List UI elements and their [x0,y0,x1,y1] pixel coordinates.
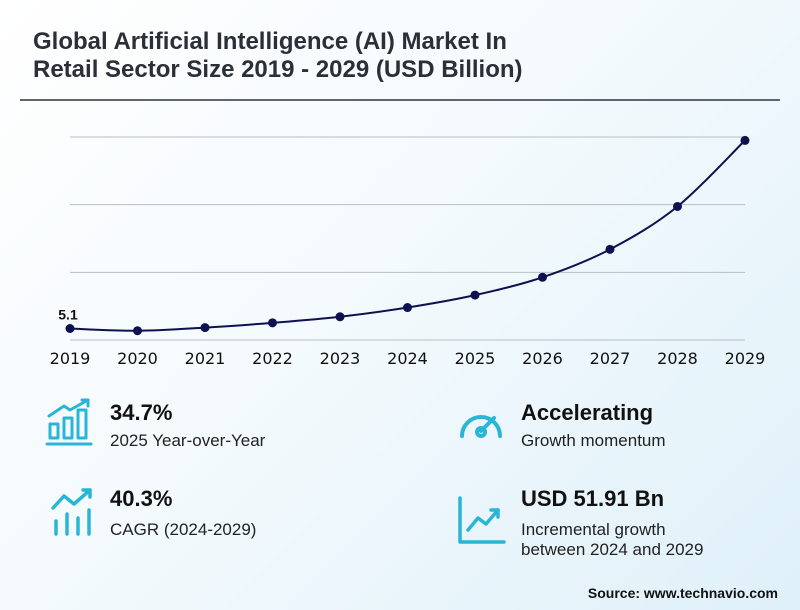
stat-yoy-value: 34.7% [110,400,173,425]
x-tick-label: 2019 [50,349,91,368]
source-credit: Source: www.technavio.com [587,585,778,601]
data-point-2019 [65,323,75,333]
gauge-icon [460,415,502,438]
line-chart-icon [458,496,506,544]
data-point-2021 [200,323,210,333]
trend-bars-icon [51,488,92,536]
x-tick-label: 2025 [455,349,496,368]
chart-title: Global Artificial Intelligence (AI) Mark… [33,28,753,84]
x-tick-label: 2024 [387,349,428,368]
x-tick-label: 2026 [522,349,563,368]
data-point-2023 [335,312,345,322]
stat-cagr-value: 40.3% [110,486,173,511]
title-line-2: Retail Sector Size 2019 - 2029 (USD Bill… [33,56,523,83]
data-point-2024 [403,303,412,313]
title-line-1: Global Artificial Intelligence (AI) Mark… [33,28,507,55]
bar-growth-icon [45,398,93,446]
stat-incremental-desc: Incremental growth between 2024 and 2029 [521,520,703,560]
x-tick-label: 2028 [657,349,698,368]
data-point-2026 [538,272,547,282]
line-chart: 2019 2020 2021 2022 2023 2024 2025 2026 2027 2028… [50,135,766,368]
series-line [69,139,746,332]
data-label: 5.1 [58,306,78,322]
data-point-2022 [268,318,277,328]
stat-incremental-desc-line-2: between 2024 and 2029 [521,540,704,559]
x-tick-label: 2020 [117,349,158,368]
x-tick-label: 2027 [590,349,631,368]
grid-lines [70,136,745,341]
x-tick-label: 2022 [252,349,293,368]
title-divider [20,99,780,101]
stat-momentum-desc: Growth momentum [521,431,666,450]
stat-momentum-value: Accelerating [521,400,654,425]
data-points [65,135,750,336]
data-labels: 5.1 [58,306,78,322]
stat-yoy-desc: 2025 Year-over-Year [110,431,266,450]
x-tick-label: 2021 [185,349,226,368]
x-tick-labels: 2019 2020 2021 2022 2023 2024 2025 2026 2027 2028… [50,349,766,368]
data-point-2028 [673,201,682,211]
data-point-2020 [133,326,142,336]
stat-cagr-desc: CAGR (2024-2029) [110,520,257,539]
x-tick-label: 2023 [320,349,361,368]
data-point-2025 [470,290,480,300]
stat-incremental-desc-line-1: Incremental growth [521,520,666,539]
stat-incremental-value: USD 51.91 Bn [521,486,665,511]
data-point-2029 [740,135,750,145]
x-tick-label: 2029 [725,349,766,368]
data-point-2027 [605,244,615,254]
